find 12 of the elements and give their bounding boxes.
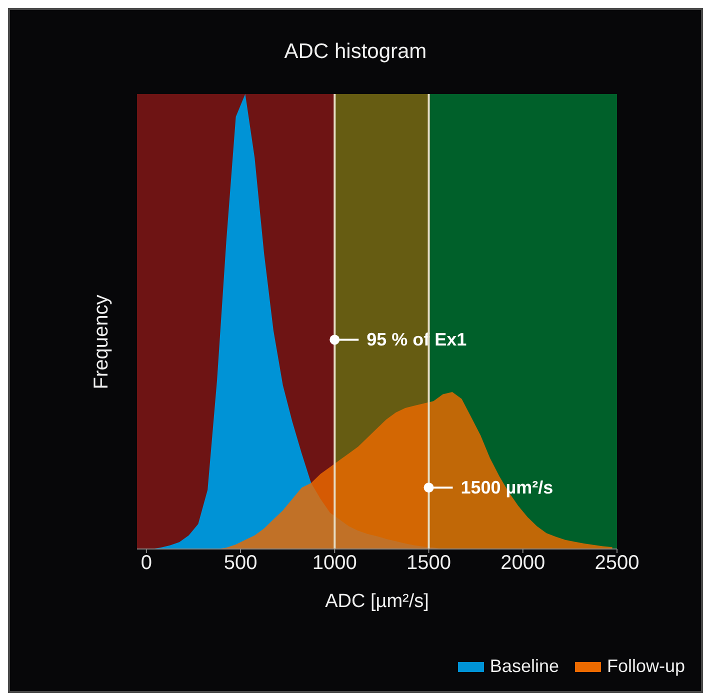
legend-label: Baseline (490, 656, 559, 677)
ref-line-label: 1500 µm²/s (460, 478, 554, 498)
y-axis-title: Frequency (90, 294, 114, 390)
x-tick-label: 0 (140, 552, 152, 574)
x-tick-label: 1000 (312, 552, 357, 574)
x-tick-label: 2500 (594, 552, 640, 574)
x-tick-label: 1500 (406, 552, 452, 574)
x-tick-label: 2000 (500, 552, 546, 574)
x-axis-title: ADC [µm²/s] (325, 591, 429, 612)
x-tick-label: 500 (224, 552, 258, 574)
legend-label: Follow-up (606, 656, 685, 677)
chart-title: ADC histogram (283, 40, 428, 64)
